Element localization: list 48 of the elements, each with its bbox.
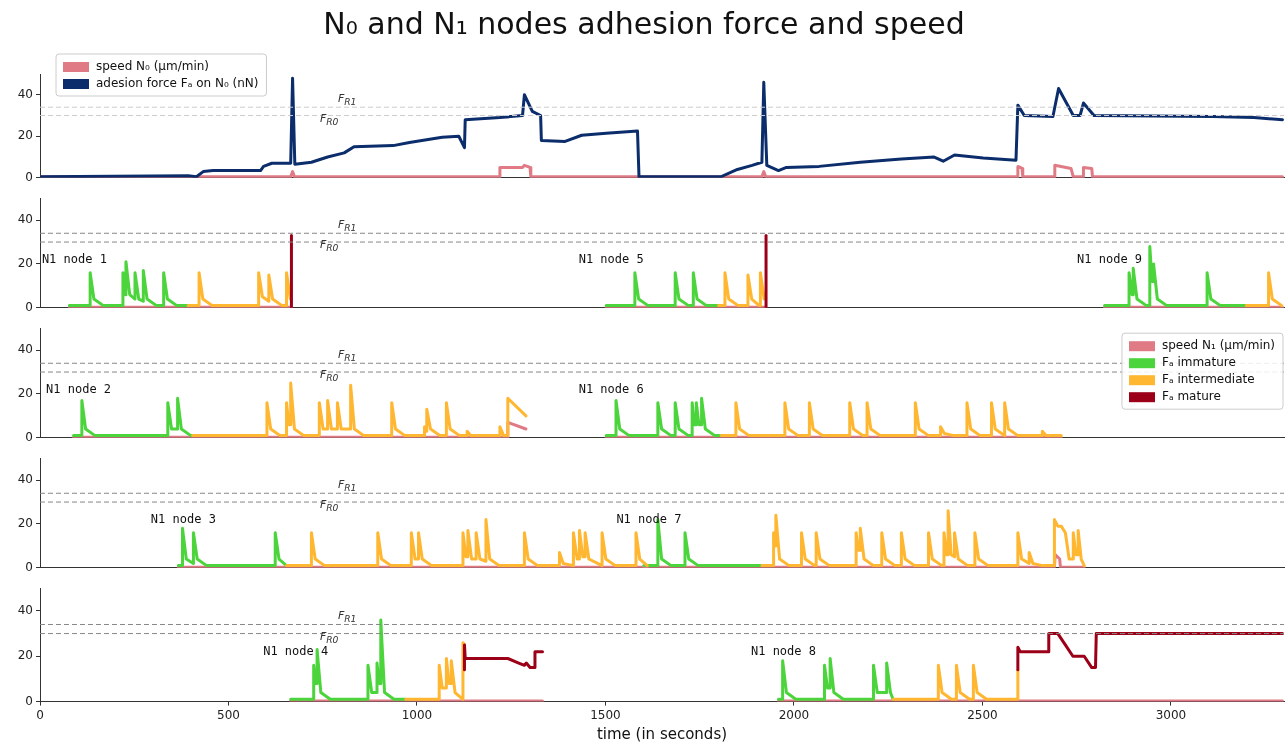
y-tick-label: 0 xyxy=(25,169,33,184)
annotation: N1 node 2 xyxy=(46,381,112,396)
y-tick-label: 20 xyxy=(17,516,33,531)
x-tick-label: 3000 xyxy=(1155,707,1187,722)
ref-line-label: F$_{R1}$ xyxy=(337,348,357,365)
legend-label: adesion force Fₐ on N₀ (nN) xyxy=(96,76,259,91)
legend-label: speed N₁ (μm/min) xyxy=(1161,338,1275,353)
y-tick-label: 0 xyxy=(25,693,33,708)
annotation: N1 node 8 xyxy=(750,643,816,658)
annotation: N1 node 5 xyxy=(578,251,644,266)
y-tick-label: 40 xyxy=(17,212,33,227)
y-tick-label: 40 xyxy=(17,86,33,101)
legend-label: Fₐ mature xyxy=(1161,389,1221,404)
legend-label: speed N₀ (μm/min) xyxy=(96,59,210,74)
y-tick-label: 20 xyxy=(17,256,33,271)
x-axis-title: time (in seconds) xyxy=(596,724,728,743)
annotation: N1 node 3 xyxy=(150,511,216,526)
x-tick-label: 2500 xyxy=(967,707,998,722)
y-tick-label: 40 xyxy=(17,342,33,357)
ref-line-label: F$_{R0}$ xyxy=(319,111,339,128)
y-tick-label: 20 xyxy=(17,648,33,663)
x-tick-label: 2000 xyxy=(778,707,810,722)
x-tick-label: 1500 xyxy=(590,707,621,722)
annotation: N1 node 1 xyxy=(41,251,107,266)
legend-label: Fₐ immature xyxy=(1161,355,1236,370)
y-tick-label: 20 xyxy=(17,386,33,401)
legend-label: Fₐ intermediate xyxy=(1161,372,1255,387)
ref-line-label: F$_{R0}$ xyxy=(319,368,339,385)
y-tick-label: 0 xyxy=(25,299,33,314)
x-tick-label: 0 xyxy=(36,707,44,722)
ref-line-label: F$_{R1}$ xyxy=(337,478,357,495)
ref-line-label: F$_{R0}$ xyxy=(319,238,339,255)
x-tick-label: 500 xyxy=(217,707,240,722)
annotation: N1 node 4 xyxy=(263,643,329,658)
y-tick-label: 0 xyxy=(25,559,33,574)
chart-title: N₀ and N₁ nodes adhesion force and speed xyxy=(322,5,966,43)
ref-line-label: F$_{R1}$ xyxy=(337,609,357,626)
ref-line-label: F$_{R0}$ xyxy=(319,498,339,515)
ref-line-label: F$_{R1}$ xyxy=(337,218,357,235)
annotation: N1 node 9 xyxy=(1077,251,1143,266)
annotation: N1 node 6 xyxy=(578,381,644,396)
y-tick-label: 20 xyxy=(17,128,33,143)
x-tick-label: 1000 xyxy=(401,707,433,722)
y-tick-label: 40 xyxy=(17,472,33,487)
ref-line-label: F$_{R1}$ xyxy=(337,92,357,109)
annotation: N1 node 7 xyxy=(616,511,682,526)
y-tick-label: 40 xyxy=(17,603,33,618)
y-tick-label: 0 xyxy=(25,429,33,444)
